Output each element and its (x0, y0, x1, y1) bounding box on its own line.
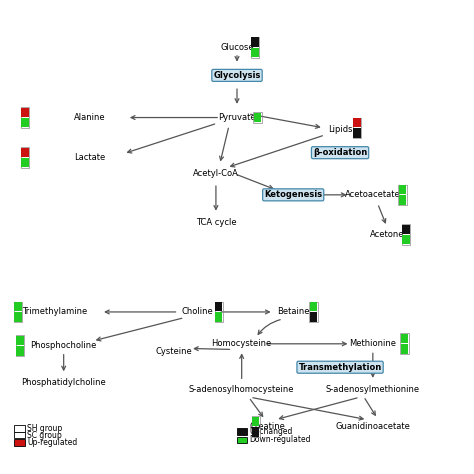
Text: Unchanged: Unchanged (250, 427, 293, 436)
Text: S-adenosylhomocysteine: S-adenosylhomocysteine (189, 385, 294, 394)
Text: Alanine: Alanine (73, 113, 105, 122)
Bar (309, 301, 318, 322)
Bar (252, 417, 259, 426)
Text: Lipids: Lipids (328, 125, 352, 134)
Bar (251, 37, 259, 57)
Bar (14, 302, 21, 311)
Text: Glycolysis: Glycolysis (213, 71, 261, 80)
Bar (402, 225, 410, 234)
Bar (17, 346, 24, 356)
Bar (237, 428, 247, 435)
Bar (401, 344, 409, 354)
Bar (17, 336, 24, 345)
Bar (353, 118, 361, 128)
Text: Methionine: Methionine (349, 339, 396, 348)
Bar (14, 312, 21, 322)
Bar (20, 107, 29, 128)
Text: S-adenosylmethionine: S-adenosylmethionine (326, 385, 420, 394)
Bar (254, 112, 262, 123)
Text: Cysteine: Cysteine (155, 347, 192, 356)
Bar (215, 302, 222, 311)
Text: Guanidinoacetate: Guanidinoacetate (336, 422, 410, 431)
Text: Phosphatidylcholine: Phosphatidylcholine (21, 378, 106, 387)
Bar (15, 432, 25, 438)
Text: Lactate: Lactate (74, 153, 105, 162)
Text: TCA cycle: TCA cycle (196, 219, 236, 228)
Text: Acetyl-CoA: Acetyl-CoA (193, 169, 239, 178)
Bar (14, 301, 22, 322)
Bar (401, 334, 409, 354)
Text: Acetone: Acetone (370, 230, 404, 239)
Bar (310, 312, 317, 322)
Bar (254, 113, 261, 122)
Bar (21, 118, 28, 128)
Bar (252, 427, 259, 437)
Bar (15, 425, 25, 432)
Bar (252, 417, 260, 437)
Bar (251, 48, 258, 57)
Bar (353, 128, 361, 137)
Bar (310, 302, 317, 311)
Bar (21, 158, 28, 167)
Bar (402, 224, 410, 245)
Text: SC group: SC group (27, 431, 62, 440)
Text: Homocysteine: Homocysteine (211, 339, 272, 348)
Text: Up-regulated: Up-regulated (27, 438, 77, 447)
Bar (215, 301, 223, 322)
Bar (398, 184, 407, 205)
Bar (237, 437, 247, 443)
Text: Transmethylation: Transmethylation (299, 363, 382, 372)
Bar (15, 439, 25, 446)
Text: Pyruvate: Pyruvate (218, 113, 256, 122)
Text: Betaine: Betaine (277, 308, 310, 317)
Bar (399, 195, 406, 205)
Text: Phosphocholine: Phosphocholine (30, 341, 97, 350)
Text: Creatine: Creatine (249, 422, 285, 431)
Bar (21, 108, 28, 117)
Text: Acetoacetate: Acetoacetate (345, 191, 401, 200)
Bar (402, 235, 410, 245)
Bar (16, 336, 24, 356)
Text: Glucose: Glucose (220, 43, 254, 52)
Text: β-oxidation: β-oxidation (313, 148, 367, 157)
Bar (399, 185, 406, 194)
Bar (215, 312, 222, 322)
Text: Choline: Choline (182, 308, 213, 317)
Text: SH group: SH group (27, 424, 63, 433)
Bar (21, 147, 28, 157)
Bar (251, 37, 258, 47)
Bar (353, 118, 361, 138)
Bar (20, 147, 29, 168)
Text: Ketogenesis: Ketogenesis (264, 191, 322, 200)
Text: Down-regulated: Down-regulated (250, 435, 311, 444)
Text: Trimethylamine: Trimethylamine (22, 308, 87, 317)
Bar (401, 334, 409, 343)
